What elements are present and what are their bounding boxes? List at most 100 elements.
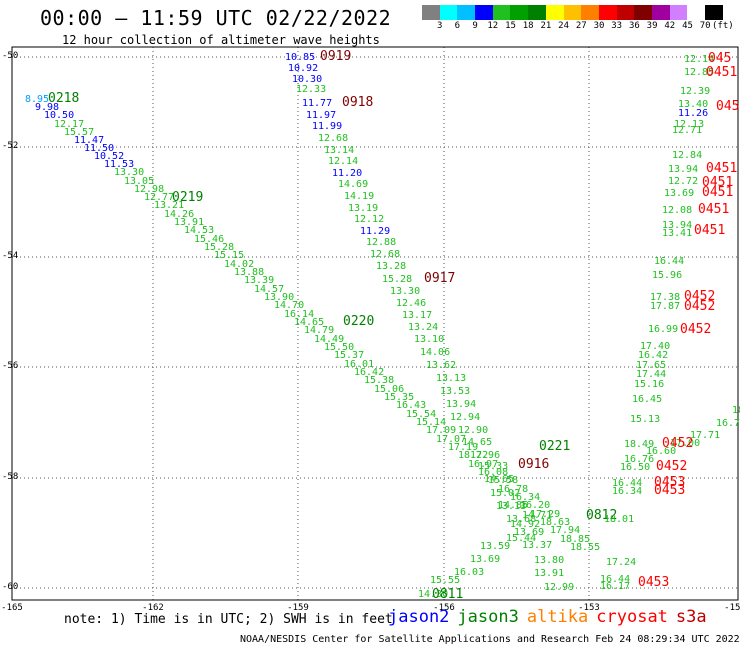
wave-height-value: 13.80 xyxy=(534,555,564,566)
wave-height-value: 15.28 xyxy=(382,274,412,285)
wave-height-value: 12.13 xyxy=(674,119,704,130)
color-swatch xyxy=(705,5,723,20)
wave-height-value: 16.99 xyxy=(648,324,678,335)
longitude-label: -159 xyxy=(287,603,309,613)
wave-height-value: 13.10 xyxy=(414,334,444,345)
wave-height-value: 12.71 xyxy=(672,125,702,136)
track-labels: 8.959.9810.5012.1715.5711.4711.5010.5211… xyxy=(25,49,740,602)
wave-height-value: 17.07 xyxy=(436,434,466,445)
color-swatch xyxy=(687,5,705,20)
wave-height-value: 16.44 xyxy=(654,256,684,267)
wave-height-value: 16.43 xyxy=(396,400,426,411)
wave-height-value: 17.40 xyxy=(640,341,670,352)
wave-height-value: 14.26 xyxy=(164,209,194,220)
color-swatch xyxy=(651,5,670,20)
pass-time-label: 0452 xyxy=(662,436,693,451)
page-title: 00:00 – 11:59 UTC 02/22/2022 xyxy=(40,6,392,30)
wave-height-value: 13.30 xyxy=(114,167,144,178)
color-scale-label: (ft) xyxy=(712,21,734,31)
color-scale-label: 70 xyxy=(699,21,711,31)
wave-height-value: 17.24 xyxy=(606,557,636,568)
wave-height-value: 16.20 xyxy=(520,500,550,511)
wave-height-value: 13.17 xyxy=(402,310,432,321)
wave-height-value: 15.37 xyxy=(334,350,364,361)
wave-height-value: 14.57 xyxy=(254,284,284,295)
color-scale-label: 36 xyxy=(628,21,640,31)
wave-height-value: 12.99 xyxy=(544,582,574,593)
wave-height-value: 11.20 xyxy=(332,168,362,179)
wave-height-value: 15.46 xyxy=(194,234,224,245)
wave-height-value: 11.26 xyxy=(678,108,708,119)
color-swatch xyxy=(475,5,493,20)
wave-height-value: 16.60 xyxy=(646,446,676,457)
wave-height-value: 13.88 xyxy=(234,267,264,278)
latitude-label: -54 xyxy=(2,251,19,261)
wave-height-value: 13.94 xyxy=(668,164,698,175)
wave-height-value: 15.33 xyxy=(478,461,508,472)
pass-time-label: 0811 xyxy=(432,587,463,602)
wave-height-value: 13.91 xyxy=(174,217,204,228)
wave-height-value: 16.78 xyxy=(498,484,528,495)
wave-height-value: 16.44 xyxy=(612,478,642,489)
color-swatch xyxy=(581,5,599,20)
pass-time-label: 0918 xyxy=(342,95,373,110)
wave-height-value: 16.17 xyxy=(600,581,630,592)
longitude-label: -153 xyxy=(578,603,600,613)
pass-time-label: 0452 xyxy=(680,322,711,337)
satellite-legend: jason2 jason3 altika cryosat s3a xyxy=(388,607,715,627)
color-scale-label: 21 xyxy=(540,21,552,31)
wave-height-value: 12.14 xyxy=(328,156,358,167)
wave-height-value: 12.77 xyxy=(144,192,174,203)
wave-height-value: 12.68 xyxy=(370,249,400,260)
pass-time-label: 0451 xyxy=(716,99,740,114)
wave-height-value: 15.02 xyxy=(490,488,520,499)
page-subtitle: 12 hour collection of altimeter wave hei… xyxy=(62,33,380,47)
wave-height-value: 12.84 xyxy=(672,150,702,161)
wave-height-value: 16.14 xyxy=(284,309,314,320)
wave-height-value: 12.88 xyxy=(366,237,396,248)
wave-height-value: 12.72 xyxy=(668,176,698,187)
wave-height-value: 13.69 xyxy=(470,554,500,565)
note-text: note: 1) Time is in UTC; 2) SWH is in fe… xyxy=(64,612,393,627)
wave-height-value: 13.13 xyxy=(496,501,526,512)
color-scale-label: 12 xyxy=(487,21,499,31)
color-scale-bar xyxy=(422,5,723,20)
color-scale-label: 45 xyxy=(682,21,693,31)
wave-height-value: 13.37 xyxy=(522,540,552,551)
pass-time-label: 0451 xyxy=(706,65,737,80)
wave-height-value: 17.65 xyxy=(636,360,666,371)
color-swatch xyxy=(598,5,617,20)
wave-height-value: 16.34 xyxy=(510,492,540,503)
wave-height-value: 16.42 xyxy=(354,367,384,378)
wave-height-value: 13.91 xyxy=(534,568,564,579)
wave-height-value: 15.38 xyxy=(364,375,394,386)
pass-time-label: 0451 xyxy=(698,202,729,217)
wave-height-value: 13.69 xyxy=(514,527,544,538)
wave-height-value: 16.76 xyxy=(624,454,654,465)
wave-height-value: 12.33 xyxy=(296,84,326,95)
wave-height-value: 13.13 xyxy=(436,373,466,384)
pass-time-label: 0452 xyxy=(684,289,715,304)
legend-entry-altika: altika xyxy=(526,607,589,627)
latitude-label: -58 xyxy=(2,472,19,482)
pass-time-label: 0452 xyxy=(656,459,687,474)
wave-height-value: 13.90 xyxy=(264,292,294,303)
wave-height-value: 14.02 xyxy=(224,259,254,270)
wave-height-value: 15.28 xyxy=(204,242,234,253)
color-swatch xyxy=(545,5,564,20)
wave-height-value: 12.90 xyxy=(458,425,488,436)
wave-height-value: 8.95 xyxy=(25,94,49,105)
wave-height-value: 14.19 xyxy=(344,191,374,202)
color-swatch xyxy=(528,5,546,20)
color-scale-label: 30 xyxy=(593,21,605,31)
wave-height-value: 12.85 xyxy=(684,67,714,78)
wave-height-value: 13.30 xyxy=(390,286,420,297)
wave-height-value: 17.38 xyxy=(650,292,680,303)
wave-height-value: 13.53 xyxy=(440,386,470,397)
wave-height-value: 13.94 xyxy=(446,399,476,410)
wave-height-value: 13.21 xyxy=(154,200,184,211)
color-scale-label: 18 xyxy=(522,21,534,31)
wave-height-value: 12.14 xyxy=(684,54,714,65)
pass-time-label: 0916 xyxy=(518,457,549,472)
wave-height-value: 16.08 xyxy=(478,467,508,478)
